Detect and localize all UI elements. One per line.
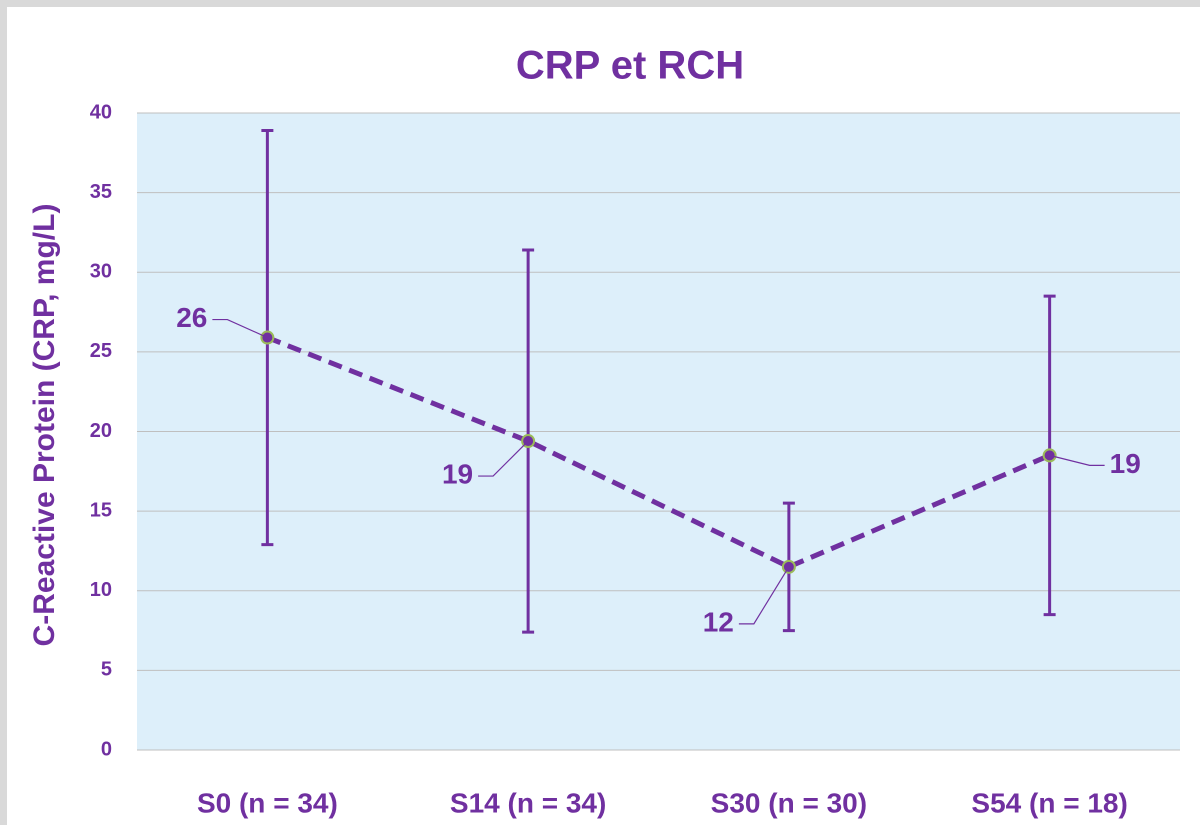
y-tick-label: 25: [90, 340, 112, 362]
y-tick-label: 30: [90, 261, 112, 283]
data-label: 12: [703, 606, 734, 637]
chart-title: CRP et RCH: [516, 44, 744, 88]
y-tick-label: 35: [90, 181, 112, 203]
y-tick-label: 15: [90, 499, 112, 521]
x-tick-label: S14 (n = 34): [450, 787, 606, 818]
leader-line: [738, 566, 790, 625]
leader-line: [478, 440, 529, 477]
y-tick-label: 5: [101, 659, 112, 681]
y-tick-label: 10: [90, 579, 112, 601]
frame-left: [0, 0, 7, 825]
x-tick-label: S0 (n = 34): [197, 787, 338, 818]
y-tick-label: 20: [90, 420, 112, 442]
y-tick-label: 40: [90, 101, 112, 123]
leader-line: [1049, 454, 1105, 466]
leader-line: [212, 318, 268, 339]
y-axis-label: C-Reactive Protein (CRP, mg/L): [28, 204, 61, 647]
frame-top: [0, 0, 1200, 7]
x-tick-label: S30 (n = 30): [711, 787, 867, 818]
y-tick-label: 0: [101, 738, 112, 760]
data-label: 19: [1110, 448, 1141, 479]
x-tick-label: S54 (n = 18): [971, 787, 1127, 818]
data-label: 19: [442, 458, 473, 489]
data-label: 26: [176, 302, 207, 333]
series-line: [266, 335, 1051, 570]
